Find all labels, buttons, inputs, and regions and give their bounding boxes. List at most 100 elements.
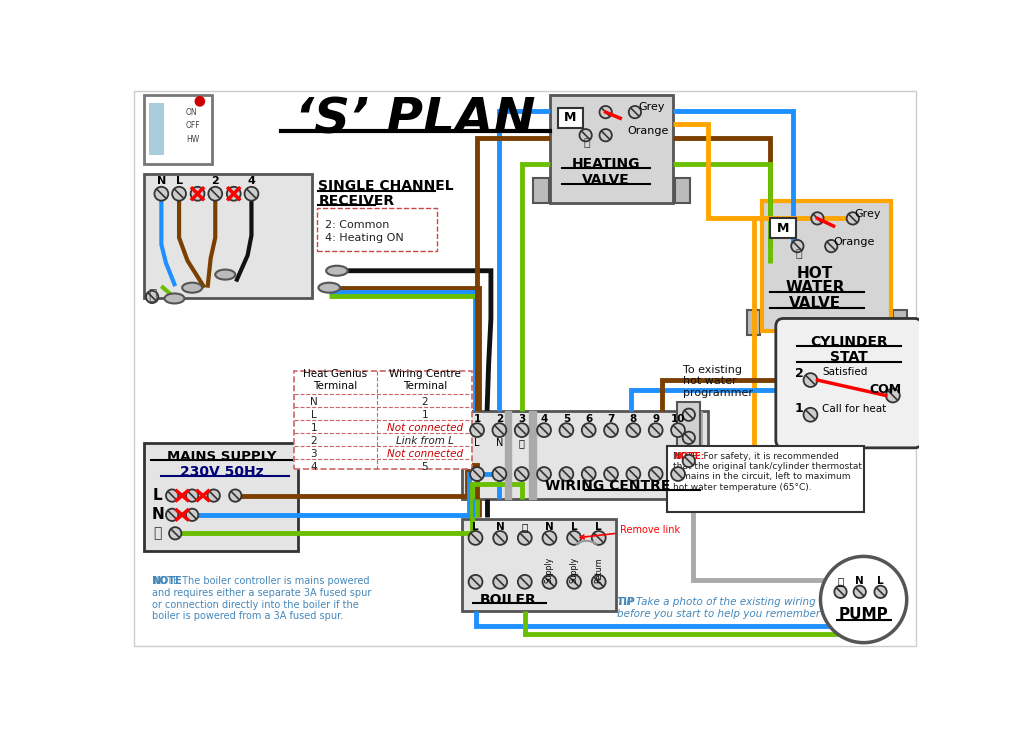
Circle shape	[186, 509, 199, 521]
Text: 3: 3	[310, 449, 317, 459]
Circle shape	[469, 575, 482, 589]
Circle shape	[627, 424, 640, 437]
FancyBboxPatch shape	[776, 319, 923, 448]
Circle shape	[582, 467, 596, 481]
Circle shape	[820, 556, 906, 643]
Text: SINGLE CHANNEL: SINGLE CHANNEL	[318, 179, 454, 193]
Text: 1: 1	[310, 423, 317, 433]
Text: N: N	[496, 522, 505, 532]
FancyBboxPatch shape	[144, 174, 312, 298]
Text: N: N	[855, 576, 864, 586]
Circle shape	[543, 575, 556, 589]
Text: ⏚: ⏚	[838, 576, 844, 586]
Text: Supply: Supply	[569, 557, 579, 583]
Ellipse shape	[318, 283, 340, 292]
Text: L: L	[570, 522, 578, 532]
Text: ON: ON	[186, 108, 198, 117]
Text: HW: HW	[186, 136, 200, 144]
Text: L: L	[175, 176, 182, 186]
Circle shape	[592, 531, 605, 545]
Text: 2: 2	[496, 413, 503, 424]
Circle shape	[627, 467, 640, 481]
Text: 1: 1	[795, 402, 803, 415]
Circle shape	[847, 212, 859, 225]
Text: ⏚: ⏚	[519, 438, 524, 448]
Circle shape	[538, 424, 551, 437]
Text: Remove link: Remove link	[581, 525, 680, 539]
Text: Not connected: Not connected	[387, 423, 463, 433]
Text: N: N	[496, 438, 503, 448]
Text: VALVE: VALVE	[790, 297, 841, 311]
Circle shape	[804, 408, 817, 421]
FancyBboxPatch shape	[770, 219, 796, 238]
FancyBboxPatch shape	[675, 179, 690, 203]
Text: Not connected: Not connected	[387, 449, 463, 459]
Text: NOTE The boiler controller is mains powered
and requires either a separate 3A fu: NOTE The boiler controller is mains powe…	[153, 577, 372, 621]
Circle shape	[567, 531, 581, 545]
Circle shape	[582, 424, 596, 437]
Text: Orange: Orange	[834, 237, 874, 247]
Text: Link from L: Link from L	[395, 436, 454, 446]
Text: 5: 5	[422, 462, 428, 472]
Circle shape	[166, 509, 178, 521]
Text: 1: 1	[422, 410, 428, 420]
Text: ⏚: ⏚	[521, 522, 528, 532]
Circle shape	[683, 455, 695, 467]
FancyBboxPatch shape	[746, 310, 761, 335]
Text: Supply: Supply	[545, 557, 554, 583]
Text: 7: 7	[607, 413, 614, 424]
Circle shape	[683, 408, 695, 421]
Text: M: M	[564, 111, 577, 124]
Text: COM: COM	[869, 383, 902, 396]
Text: 2: 2	[211, 176, 219, 186]
Text: NOTE: NOTE	[153, 577, 182, 586]
FancyBboxPatch shape	[134, 90, 915, 646]
Text: 8: 8	[630, 413, 637, 424]
Circle shape	[229, 489, 242, 502]
Text: M: M	[776, 222, 788, 235]
Circle shape	[470, 424, 484, 437]
Text: HEATING: HEATING	[571, 157, 640, 171]
FancyBboxPatch shape	[677, 402, 700, 479]
Circle shape	[835, 585, 847, 598]
Circle shape	[518, 575, 531, 589]
Circle shape	[190, 187, 205, 200]
Text: WIRING CENTRE: WIRING CENTRE	[545, 478, 671, 493]
Text: 2: 2	[310, 436, 317, 446]
Text: 2: 2	[795, 367, 803, 381]
Text: Call for heat: Call for heat	[822, 404, 886, 413]
FancyBboxPatch shape	[144, 95, 212, 165]
Text: 2: Common: 2: Common	[325, 219, 389, 230]
Text: 10: 10	[671, 413, 685, 424]
Circle shape	[825, 240, 838, 252]
Text: 1: 1	[473, 413, 480, 424]
Text: 6: 6	[585, 413, 592, 424]
FancyBboxPatch shape	[462, 518, 615, 611]
Circle shape	[599, 106, 611, 118]
Text: Orange: Orange	[628, 126, 669, 136]
FancyBboxPatch shape	[534, 179, 549, 203]
FancyBboxPatch shape	[668, 445, 864, 512]
Circle shape	[470, 467, 484, 481]
Text: L: L	[472, 522, 479, 532]
Text: N: N	[157, 176, 166, 186]
Circle shape	[494, 531, 507, 545]
Text: CYLINDER: CYLINDER	[810, 335, 888, 348]
Ellipse shape	[165, 294, 184, 303]
Text: 4: Heating ON: 4: Heating ON	[325, 233, 403, 243]
Text: OFF: OFF	[186, 122, 201, 130]
Circle shape	[599, 129, 611, 141]
Circle shape	[515, 424, 528, 437]
Text: VALVE: VALVE	[582, 173, 630, 187]
Circle shape	[494, 575, 507, 589]
Text: L: L	[153, 488, 163, 503]
Text: L: L	[878, 576, 884, 586]
Text: TIP Take a photo of the existing wiring
before you start to help you remember: TIP Take a photo of the existing wiring …	[617, 597, 820, 619]
Text: ⏚: ⏚	[584, 138, 591, 148]
Text: 4: 4	[310, 462, 317, 472]
Text: HOT: HOT	[797, 265, 834, 281]
Text: NOTE:: NOTE:	[674, 452, 705, 461]
Circle shape	[515, 467, 528, 481]
Text: To existing
hot water
programmer: To existing hot water programmer	[683, 364, 754, 398]
Text: BOILER: BOILER	[479, 593, 537, 607]
